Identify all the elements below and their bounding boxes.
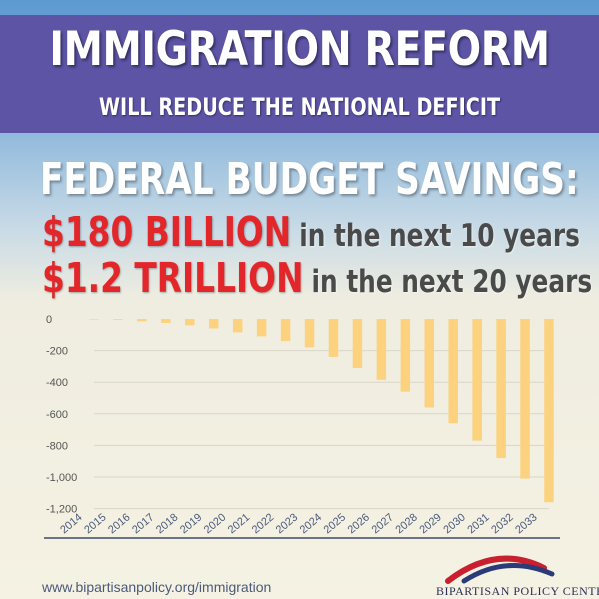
x-tick-label: 2026 xyxy=(346,511,372,536)
bar xyxy=(496,319,506,459)
savings-heading: FEDERAL BUDGET SAVINGS: xyxy=(40,154,579,205)
x-tick-label: 2020 xyxy=(202,511,228,536)
y-tick-label: -1,200 xyxy=(46,504,77,516)
y-tick-label: -600 xyxy=(46,409,68,421)
bar xyxy=(352,319,363,368)
header-banner xyxy=(0,15,599,133)
x-tick-label: 2025 xyxy=(322,511,348,536)
bar xyxy=(544,319,554,503)
footer-url[interactable]: www.bipartisanpolicy.org/immigration xyxy=(42,579,272,595)
x-tick-label: 2017 xyxy=(130,511,156,536)
y-tick-label: -200 xyxy=(46,346,68,358)
x-tick-label: 2033 xyxy=(513,511,539,536)
bar xyxy=(304,319,315,348)
x-tick-label: 2016 xyxy=(106,511,132,536)
x-tick-label: 2028 xyxy=(393,511,419,536)
bar xyxy=(113,319,123,320)
savings-period-10yr: in the next 10 years xyxy=(299,218,580,254)
savings-period-20yr: in the next 20 years xyxy=(311,264,593,300)
x-tick-label: 2023 xyxy=(274,511,300,536)
bar xyxy=(232,319,243,333)
savings-line-20yr: $1.2 TRILLION in the next 20 years xyxy=(42,258,592,299)
bipartisan-policy-center-logo: BIPARTISAN POLICY CENTER xyxy=(436,548,599,598)
logo-red-arc xyxy=(445,555,547,584)
bar xyxy=(472,319,482,441)
bar xyxy=(208,319,219,329)
bar xyxy=(280,319,291,342)
bar xyxy=(137,319,147,322)
logo-arc-icon xyxy=(445,555,555,584)
banner-title: IMMIGRATION REFORM xyxy=(49,22,550,77)
bar xyxy=(256,319,267,337)
y-tick-label: -1,000 xyxy=(46,472,77,484)
x-tick-label: 2024 xyxy=(298,511,324,536)
bar xyxy=(520,319,530,479)
savings-line-10yr: $180 BILLION in the next 10 years xyxy=(42,212,580,253)
x-tick-label: 2027 xyxy=(370,511,396,536)
savings-amount-20yr: $1.2 TRILLION xyxy=(42,254,304,302)
logo-blue-arc xyxy=(461,563,555,584)
y-tick-label: -800 xyxy=(46,440,68,452)
bar xyxy=(89,319,99,320)
y-tick-label: 0 xyxy=(46,314,52,326)
bar xyxy=(424,319,435,408)
x-tick-label: 2015 xyxy=(82,511,108,536)
x-tick-label: 2018 xyxy=(154,511,180,536)
logo-text: BIPARTISAN POLICY CENTER xyxy=(436,584,599,598)
x-tick-label: 2031 xyxy=(465,511,491,536)
bar xyxy=(400,319,411,392)
budget-savings-chart: 0-200-400-600-800-1,000-1,20020142015201… xyxy=(44,314,560,539)
savings-amount-10yr: $180 BILLION xyxy=(42,208,292,256)
bar xyxy=(161,319,171,323)
bar xyxy=(328,319,339,357)
banner-subtitle: WILL REDUCE THE NATIONAL DEFICIT xyxy=(98,93,501,121)
x-tick-label: 2022 xyxy=(250,511,276,536)
bar xyxy=(448,319,458,424)
bar xyxy=(376,319,387,380)
y-tick-label: -400 xyxy=(46,377,68,389)
x-tick-label: 2030 xyxy=(441,511,467,536)
x-tick-label: 2032 xyxy=(489,511,515,536)
x-tick-label: 2021 xyxy=(226,511,252,536)
bar xyxy=(185,319,195,326)
x-tick-label: 2029 xyxy=(417,511,443,536)
x-tick-label: 2019 xyxy=(178,511,204,536)
